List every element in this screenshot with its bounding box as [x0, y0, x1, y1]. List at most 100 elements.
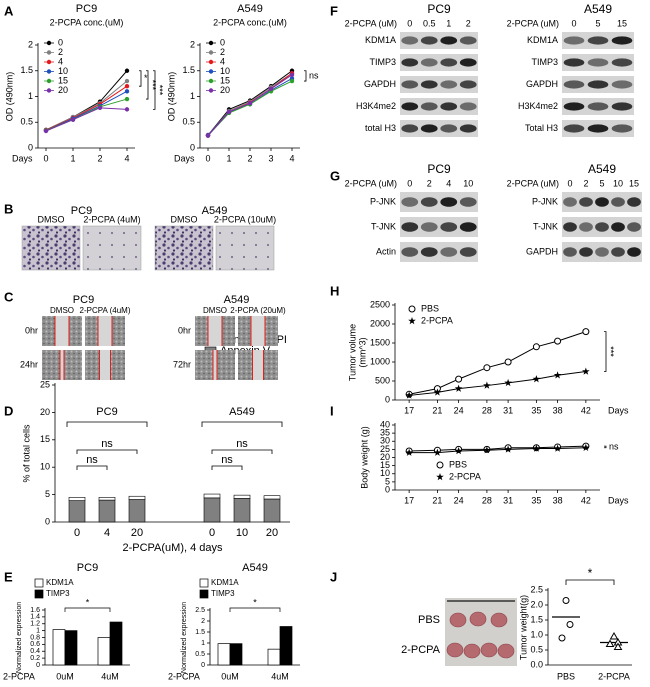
- significance-bracket: [153, 70, 156, 110]
- x-tick-label: 31: [503, 495, 513, 505]
- x-tick-label: 17: [404, 495, 414, 505]
- band: [611, 36, 633, 45]
- y-tick-label: 0.8: [30, 634, 40, 641]
- bar-segment: [263, 498, 281, 523]
- chart-title: A549: [237, 3, 263, 15]
- row-label: H3K4me2: [356, 101, 396, 111]
- y-tick-label: 20: [380, 452, 390, 462]
- lane-label: 4: [446, 178, 451, 188]
- panel-label: G: [330, 168, 340, 183]
- band: [420, 58, 438, 67]
- lane-label: DMSO: [38, 214, 65, 224]
- x-tick-label: 0: [205, 153, 210, 163]
- y-tick-label: 1.5: [530, 614, 543, 624]
- point: [483, 364, 491, 372]
- bar: [229, 643, 243, 666]
- row-label: GAPDH: [526, 246, 558, 256]
- band: [459, 36, 477, 45]
- point: [268, 86, 274, 91]
- lane-label: 1: [446, 18, 451, 28]
- x-tick-label: 4uM: [101, 671, 119, 681]
- x-tick-label: 31: [503, 405, 513, 415]
- chart-subtitle: 2-PCPA conc.(uM): [213, 17, 287, 27]
- legend-swatch: [34, 578, 44, 588]
- y-tick-label: 0: [36, 662, 40, 669]
- band: [563, 124, 585, 133]
- panel-label: E: [4, 569, 13, 584]
- lane-label: DMSO: [171, 214, 198, 224]
- point: [208, 78, 214, 84]
- blot-title: A549: [588, 162, 616, 176]
- point: [605, 639, 615, 647]
- row-label: P-JNK: [370, 196, 396, 206]
- point: [455, 375, 463, 383]
- y-tick-label: 500: [375, 375, 390, 385]
- series-line: [409, 331, 587, 395]
- group-bracket: [201, 421, 283, 427]
- treatment-label: 2-PCPA (uM): [507, 18, 559, 28]
- band: [579, 197, 593, 207]
- band: [401, 197, 419, 207]
- x-tick-label: 28: [482, 405, 492, 415]
- lane-label: 0: [567, 178, 572, 188]
- legend-swatch: [199, 578, 209, 588]
- y-tick-label: 1500: [370, 337, 390, 347]
- row-label: total H3: [365, 123, 396, 133]
- lane-label: 10: [613, 178, 623, 188]
- x-tick-label: 28: [482, 495, 492, 505]
- lane-label: 2-PCPA (10uM): [214, 214, 276, 224]
- annotation: ns: [221, 454, 233, 466]
- legend-label: 20: [58, 85, 68, 95]
- annotation: ns: [236, 438, 248, 450]
- group-title: A549: [202, 205, 228, 217]
- point: [124, 68, 130, 73]
- x-tick-label: 0uM: [221, 671, 239, 681]
- y-tick-label: 1.5: [195, 629, 205, 636]
- x-tick-label: 42: [581, 495, 591, 505]
- blot: [400, 192, 478, 212]
- band: [579, 247, 593, 257]
- blot: [400, 32, 478, 49]
- significance-bracket: [64, 607, 111, 612]
- x-tick-label: 4uM: [271, 671, 289, 681]
- point: [566, 621, 574, 628]
- x-tick-label: 10: [236, 527, 248, 539]
- point: [124, 89, 130, 94]
- legend-label: 4: [220, 56, 225, 66]
- point: [124, 78, 130, 84]
- group-title: A549: [224, 294, 250, 306]
- significance-bracket: [304, 70, 307, 82]
- point: [436, 461, 444, 469]
- y-tick-label: 0.5: [195, 651, 205, 658]
- band: [627, 222, 641, 232]
- tumor: [463, 643, 481, 659]
- band: [563, 197, 577, 207]
- point: [454, 384, 463, 392]
- point: [46, 88, 52, 93]
- group-label: PC9: [96, 406, 117, 418]
- row-label: Total H3: [525, 123, 558, 133]
- legend-label: 2-PCPA: [449, 471, 481, 481]
- row-label: 0hr: [178, 325, 191, 335]
- row-label: P-JNK: [532, 196, 558, 206]
- band: [459, 80, 477, 89]
- legend-label: KDM1A: [211, 578, 239, 587]
- row-label: Actin: [376, 246, 396, 256]
- series-line: [409, 445, 586, 452]
- band: [563, 222, 577, 232]
- chart-title: A549: [242, 562, 268, 574]
- band: [420, 36, 438, 45]
- band: [420, 80, 438, 89]
- significance-bracket: [76, 449, 138, 454]
- row-label: TIMP3: [531, 57, 558, 67]
- point: [562, 597, 570, 604]
- x-axis-label: 2-PCPA(uM), 4 days: [122, 542, 223, 554]
- x-tick-label: 1: [70, 153, 75, 163]
- band: [611, 222, 625, 232]
- bar-segment: [98, 497, 116, 501]
- y-tick-label: 0: [385, 394, 390, 404]
- band: [420, 102, 438, 111]
- y-axis-label: Normalized expression: [181, 602, 188, 673]
- row-label: H3K4me2: [518, 101, 558, 111]
- micrograph: [21, 225, 81, 271]
